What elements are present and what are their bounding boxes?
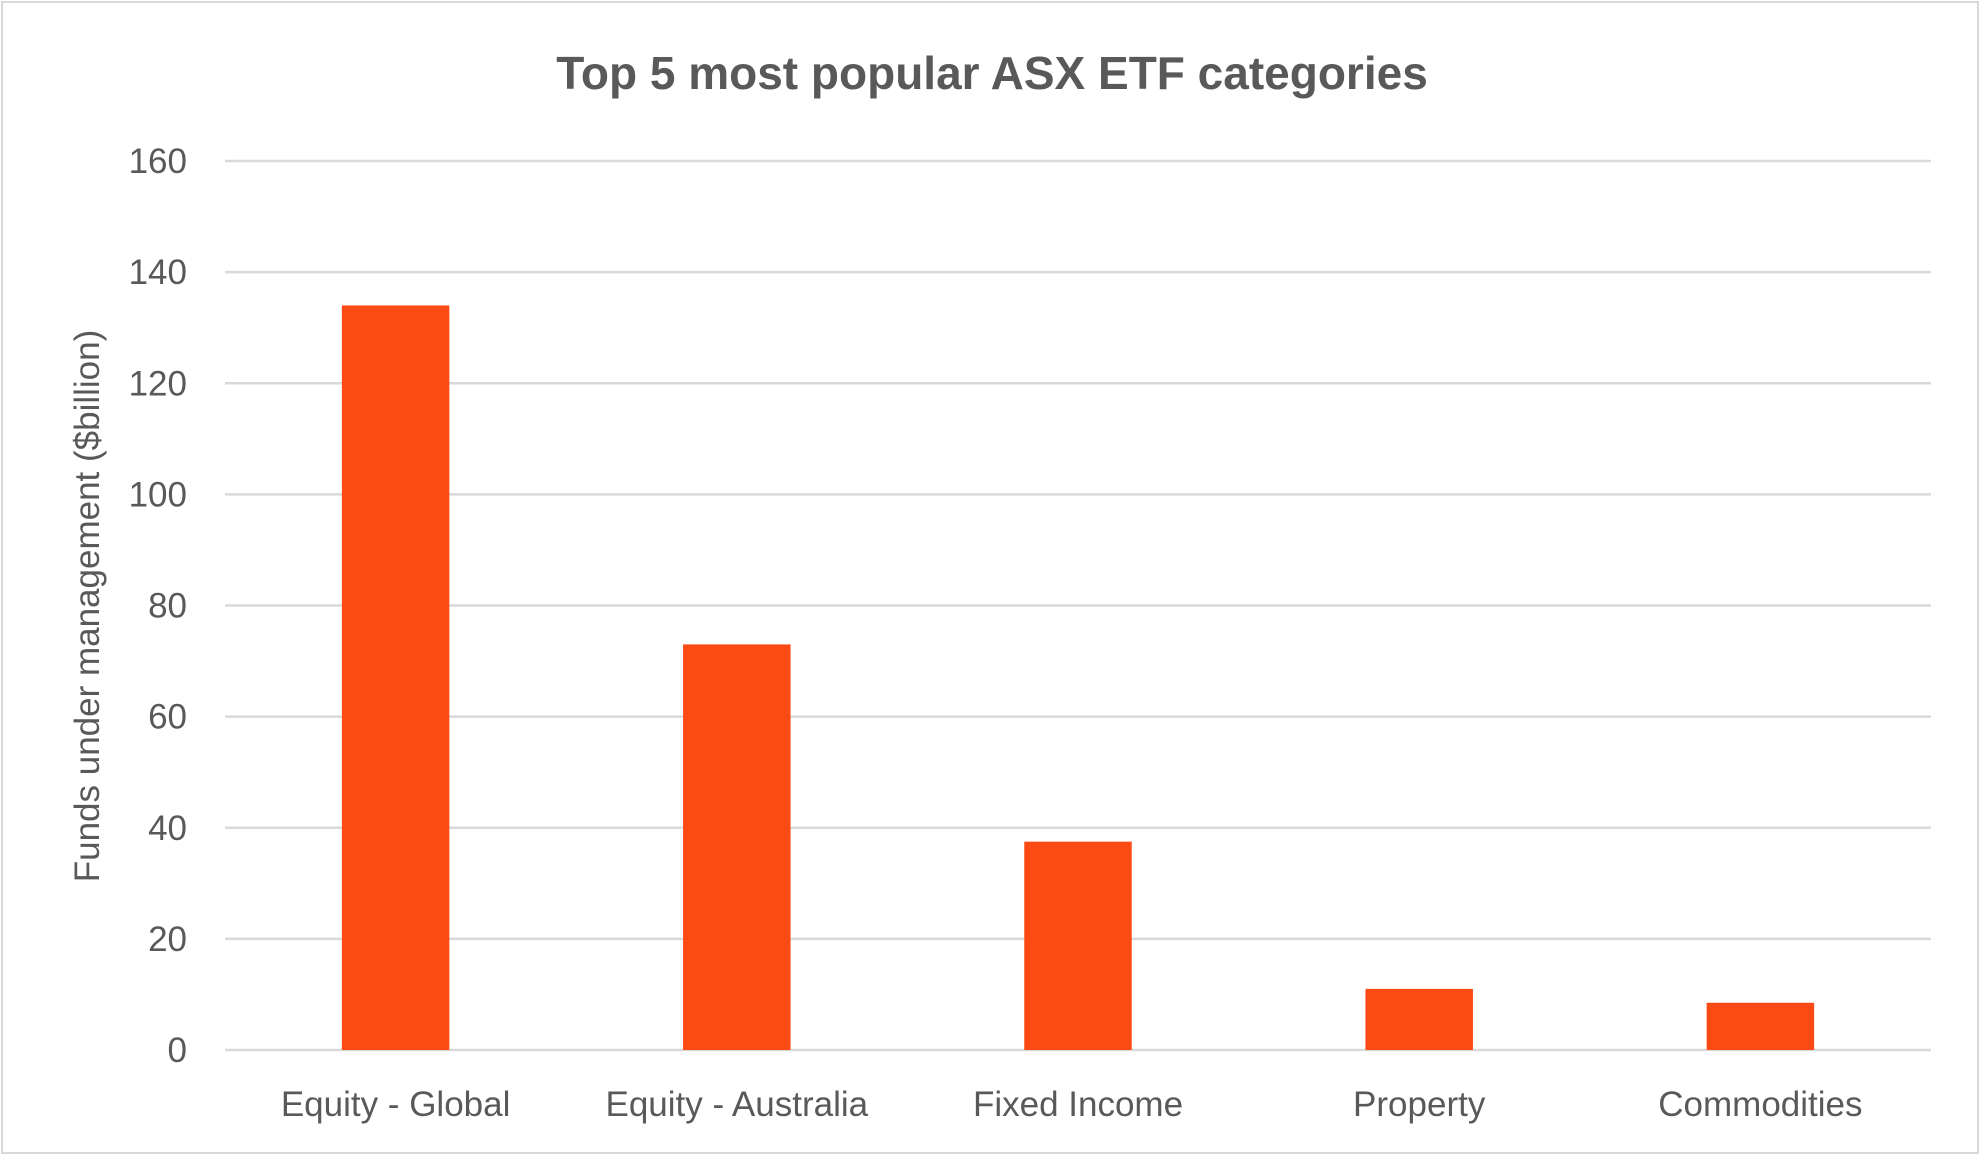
x-tick-label: Equity - Australia (605, 1085, 868, 1124)
bar-fixed-income (1024, 841, 1132, 1050)
bar-equity-australia (683, 644, 791, 1050)
x-axis-ticks: Equity - Global Equity - Australia Fixed I… (281, 1085, 1863, 1124)
gridlines (225, 159, 1931, 1052)
y-tick-label: 60 (148, 698, 187, 737)
bar-equity-global (341, 305, 450, 1050)
bars (341, 305, 1815, 1050)
bar-property (1365, 988, 1473, 1050)
y-tick-label: 20 (148, 920, 187, 959)
y-axis-ticks: 0 20 40 60 80 100 120 140 160 (129, 142, 187, 1070)
x-tick-label: Commodities (1658, 1085, 1862, 1124)
bar-chart: Top 5 most popular ASX ETF categories 0 2… (68, 47, 1931, 1124)
x-tick-label: Equity - Global (281, 1085, 511, 1124)
x-tick-label: Property (1353, 1085, 1486, 1124)
y-tick-label: 100 (129, 475, 187, 514)
chart-title: Top 5 most popular ASX ETF categories (556, 47, 1428, 99)
y-tick-label: 40 (148, 809, 187, 848)
y-axis-title: Funds under management ($billion) (68, 330, 107, 883)
y-tick-label: 80 (148, 587, 187, 626)
y-tick-label: 140 (129, 253, 187, 292)
bar-commodities (1706, 1002, 1815, 1050)
y-tick-label: 160 (129, 142, 187, 181)
y-tick-label: 0 (168, 1031, 187, 1070)
y-tick-label: 120 (129, 364, 187, 403)
x-tick-label: Fixed Income (973, 1085, 1183, 1124)
